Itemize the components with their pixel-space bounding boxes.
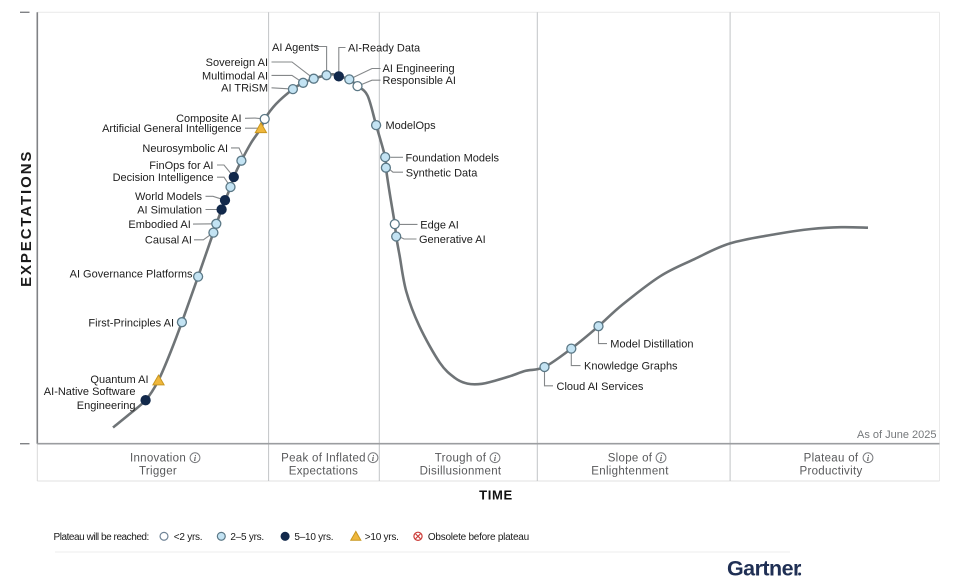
svg-text:Composite AI: Composite AI xyxy=(176,113,241,125)
svg-text:AI Simulation: AI Simulation xyxy=(137,204,202,216)
svg-text:Sovereign AI: Sovereign AI xyxy=(206,57,268,69)
svg-text:Innovation: Innovation xyxy=(130,453,186,465)
svg-text:Quantum AI: Quantum AI xyxy=(90,374,148,386)
svg-text:Trigger: Trigger xyxy=(139,465,177,477)
svg-text:i: i xyxy=(867,454,870,463)
svg-text:Artificial General Intelligenc: Artificial General Intelligence xyxy=(102,123,241,135)
svg-text:Decision Intelligence: Decision Intelligence xyxy=(113,172,214,184)
svg-text:i: i xyxy=(660,454,663,463)
svg-text:Expectations: Expectations xyxy=(289,465,358,477)
svg-text:Obsolete before plateau: Obsolete before plateau xyxy=(428,532,529,543)
svg-text:2–5 yrs.: 2–5 yrs. xyxy=(230,532,264,543)
svg-text:Cloud AI Services: Cloud AI Services xyxy=(557,381,644,393)
svg-text:Gartner: Gartner xyxy=(727,557,802,581)
svg-text:AI-Native Software: AI-Native Software xyxy=(44,386,136,398)
svg-text:TIME: TIME xyxy=(479,488,513,503)
svg-text:ModelOps: ModelOps xyxy=(386,120,437,132)
svg-text:First-Principles AI: First-Principles AI xyxy=(88,317,174,329)
svg-text:EXPECTATIONS: EXPECTATIONS xyxy=(18,150,35,287)
svg-text:Plateau will be reached:: Plateau will be reached: xyxy=(54,532,149,543)
svg-text:Synthetic Data: Synthetic Data xyxy=(406,167,478,179)
svg-text:Foundation Models: Foundation Models xyxy=(406,153,500,165)
svg-text:>10 yrs.: >10 yrs. xyxy=(365,532,399,543)
svg-text:i: i xyxy=(494,454,497,463)
svg-text:World Models: World Models xyxy=(135,191,203,203)
svg-text:AI TRiSM: AI TRiSM xyxy=(221,82,268,94)
svg-text:Productivity: Productivity xyxy=(799,465,862,477)
svg-text:Peak of Inflated: Peak of Inflated xyxy=(281,453,366,465)
svg-text:Disillusionment: Disillusionment xyxy=(420,465,502,477)
svg-text:As of June 2025: As of June 2025 xyxy=(857,429,937,441)
svg-text:Slope of: Slope of xyxy=(608,453,653,465)
svg-text:FinOps for AI: FinOps for AI xyxy=(149,160,213,172)
svg-text:Trough of: Trough of xyxy=(435,453,487,465)
svg-text:Multimodal AI: Multimodal AI xyxy=(202,70,268,82)
svg-text:i: i xyxy=(194,454,197,463)
svg-text:Engineering: Engineering xyxy=(77,400,136,412)
svg-text:Neurosymbolic AI: Neurosymbolic AI xyxy=(142,143,228,155)
svg-text:i: i xyxy=(372,454,375,463)
svg-text:5–10 yrs.: 5–10 yrs. xyxy=(294,532,333,543)
svg-text:AI Agents: AI Agents xyxy=(272,42,320,54)
svg-text:Enlightenment: Enlightenment xyxy=(591,465,669,477)
svg-text:Model Distillation: Model Distillation xyxy=(610,339,693,351)
svg-text:Causal AI: Causal AI xyxy=(145,235,192,247)
svg-text:<2 yrs.: <2 yrs. xyxy=(174,532,203,543)
svg-text:Embodied AI: Embodied AI xyxy=(128,219,190,231)
svg-text:AI Governance Platforms: AI Governance Platforms xyxy=(70,269,193,281)
svg-text:Knowledge Graphs: Knowledge Graphs xyxy=(584,361,678,373)
svg-text:Plateau of: Plateau of xyxy=(804,453,859,465)
svg-text:AI Engineering: AI Engineering xyxy=(383,63,455,75)
svg-text:AI-Ready Data: AI-Ready Data xyxy=(348,42,421,54)
svg-text:Generative AI: Generative AI xyxy=(419,234,486,246)
svg-text:Edge AI: Edge AI xyxy=(420,220,459,232)
svg-text:Responsible AI: Responsible AI xyxy=(383,75,456,87)
